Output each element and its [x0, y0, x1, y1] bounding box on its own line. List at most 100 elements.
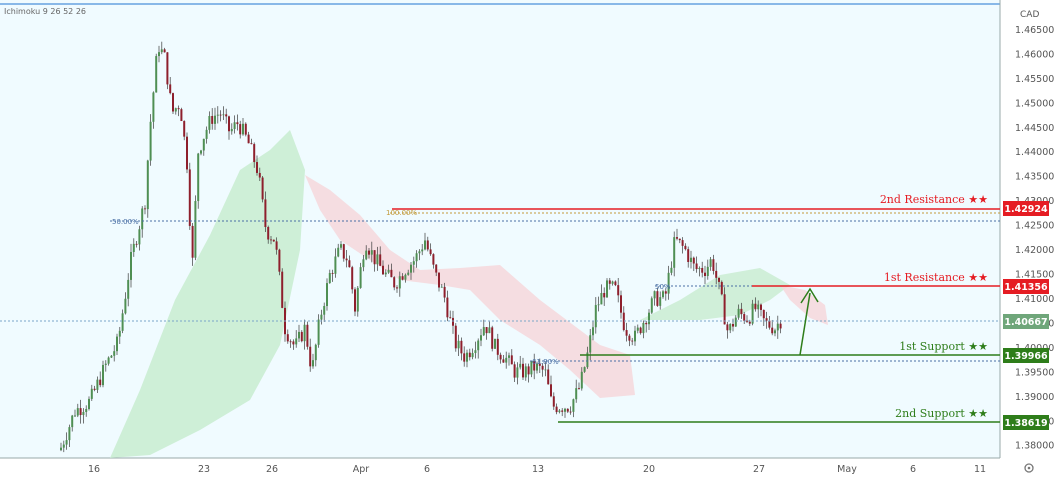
- candle-body: [320, 314, 323, 320]
- candle-body: [104, 363, 107, 365]
- settings-gear-icon[interactable]: [1024, 463, 1034, 473]
- candle-body: [401, 276, 404, 280]
- price-axis: [1000, 0, 1058, 458]
- candle-body: [480, 335, 482, 341]
- candle-body: [494, 338, 496, 349]
- candle-body: [177, 108, 180, 110]
- candle-body: [172, 93, 174, 112]
- candle-body: [379, 254, 382, 266]
- candle-body: [656, 291, 659, 306]
- candle-body: [603, 293, 606, 298]
- candle-body: [345, 258, 348, 261]
- candle-body: [648, 312, 650, 325]
- candle-body: [426, 240, 429, 250]
- candle-body: [382, 265, 384, 275]
- candle-body: [541, 365, 544, 370]
- candle-body: [412, 261, 415, 265]
- candle-body: [208, 115, 211, 130]
- candle-body: [634, 330, 636, 342]
- candle-body: [331, 273, 334, 274]
- candle-body: [250, 143, 253, 145]
- time-tick-label: 26: [266, 464, 278, 475]
- candle-body: [258, 172, 261, 178]
- candle-body: [169, 84, 172, 94]
- badge-text-1st-resistance: 1.41356: [1004, 282, 1048, 293]
- candle-body: [326, 283, 328, 306]
- candle-body: [127, 279, 130, 299]
- candle-body: [90, 388, 93, 399]
- candle-body: [244, 123, 247, 135]
- candle-body: [110, 355, 113, 358]
- candle-body: [71, 415, 74, 428]
- candle-body: [121, 313, 124, 331]
- candle-body: [387, 269, 390, 273]
- candle-body: [687, 249, 690, 262]
- candle-body: [65, 440, 68, 445]
- candle-body: [729, 324, 732, 331]
- candle-body: [340, 244, 342, 248]
- candle-body: [163, 49, 166, 53]
- candle-body: [348, 260, 351, 268]
- candle-body: [88, 398, 90, 409]
- candle-body: [317, 319, 320, 345]
- candle-body: [491, 327, 494, 349]
- candle-body: [365, 250, 368, 260]
- candle-body: [96, 379, 99, 390]
- candle-body: [463, 353, 466, 362]
- fib-label-50-2: 50%: [655, 283, 671, 291]
- indicator-label: Ichimoku 9 26 52 26: [4, 7, 86, 16]
- candle-body: [508, 355, 510, 358]
- time-axis: [0, 458, 1058, 482]
- candle-body: [712, 259, 715, 271]
- candle-body: [438, 272, 440, 288]
- fib-label-100: 100.00%: [386, 209, 417, 217]
- candle-body: [544, 369, 547, 371]
- candle-body: [482, 327, 485, 336]
- candle-body: [524, 366, 527, 378]
- candle-body: [138, 229, 141, 245]
- candle-body: [368, 250, 370, 255]
- candle-body: [597, 304, 600, 306]
- badge-text-1st-support: 1.39966: [1004, 351, 1048, 362]
- candle-body: [309, 346, 312, 367]
- candle-body: [664, 291, 667, 294]
- candle-body: [275, 241, 278, 250]
- candle-body: [373, 250, 376, 265]
- candle-body: [68, 427, 71, 441]
- candle-body: [740, 308, 743, 315]
- badge-2nd-support: [1003, 415, 1049, 430]
- candle-body: [289, 341, 292, 343]
- candle-body: [698, 267, 701, 270]
- candle-body: [578, 388, 580, 389]
- candle-body: [146, 160, 149, 210]
- candle-body: [617, 285, 620, 296]
- candle-body: [452, 317, 454, 326]
- candle-body: [754, 303, 757, 310]
- time-tick-label: 6: [424, 464, 430, 475]
- candle-body: [760, 304, 762, 310]
- candle-body: [239, 124, 242, 135]
- candle-body: [690, 257, 692, 262]
- candle-body: [306, 324, 309, 347]
- candle-body: [611, 281, 614, 284]
- time-tick-label: 11: [974, 464, 986, 475]
- price-tick-label: 1.46000: [1015, 49, 1054, 60]
- candle-body: [85, 408, 88, 412]
- candle-body: [586, 352, 589, 368]
- candle-body: [659, 297, 662, 306]
- candle-body: [536, 363, 538, 371]
- candle-body: [762, 309, 765, 319]
- time-tick-label: 6: [910, 464, 916, 475]
- candle-body: [303, 324, 306, 342]
- candle-body: [211, 115, 214, 124]
- candle-body: [272, 239, 275, 242]
- candle-body: [516, 367, 519, 378]
- candle-body: [278, 249, 281, 272]
- candle-body: [552, 396, 555, 407]
- candle-body: [197, 153, 200, 202]
- candle-body: [295, 338, 298, 345]
- candle-body: [468, 352, 471, 358]
- cloud-red-2: [780, 285, 828, 325]
- candle-body: [715, 270, 718, 278]
- candle-body: [393, 277, 396, 288]
